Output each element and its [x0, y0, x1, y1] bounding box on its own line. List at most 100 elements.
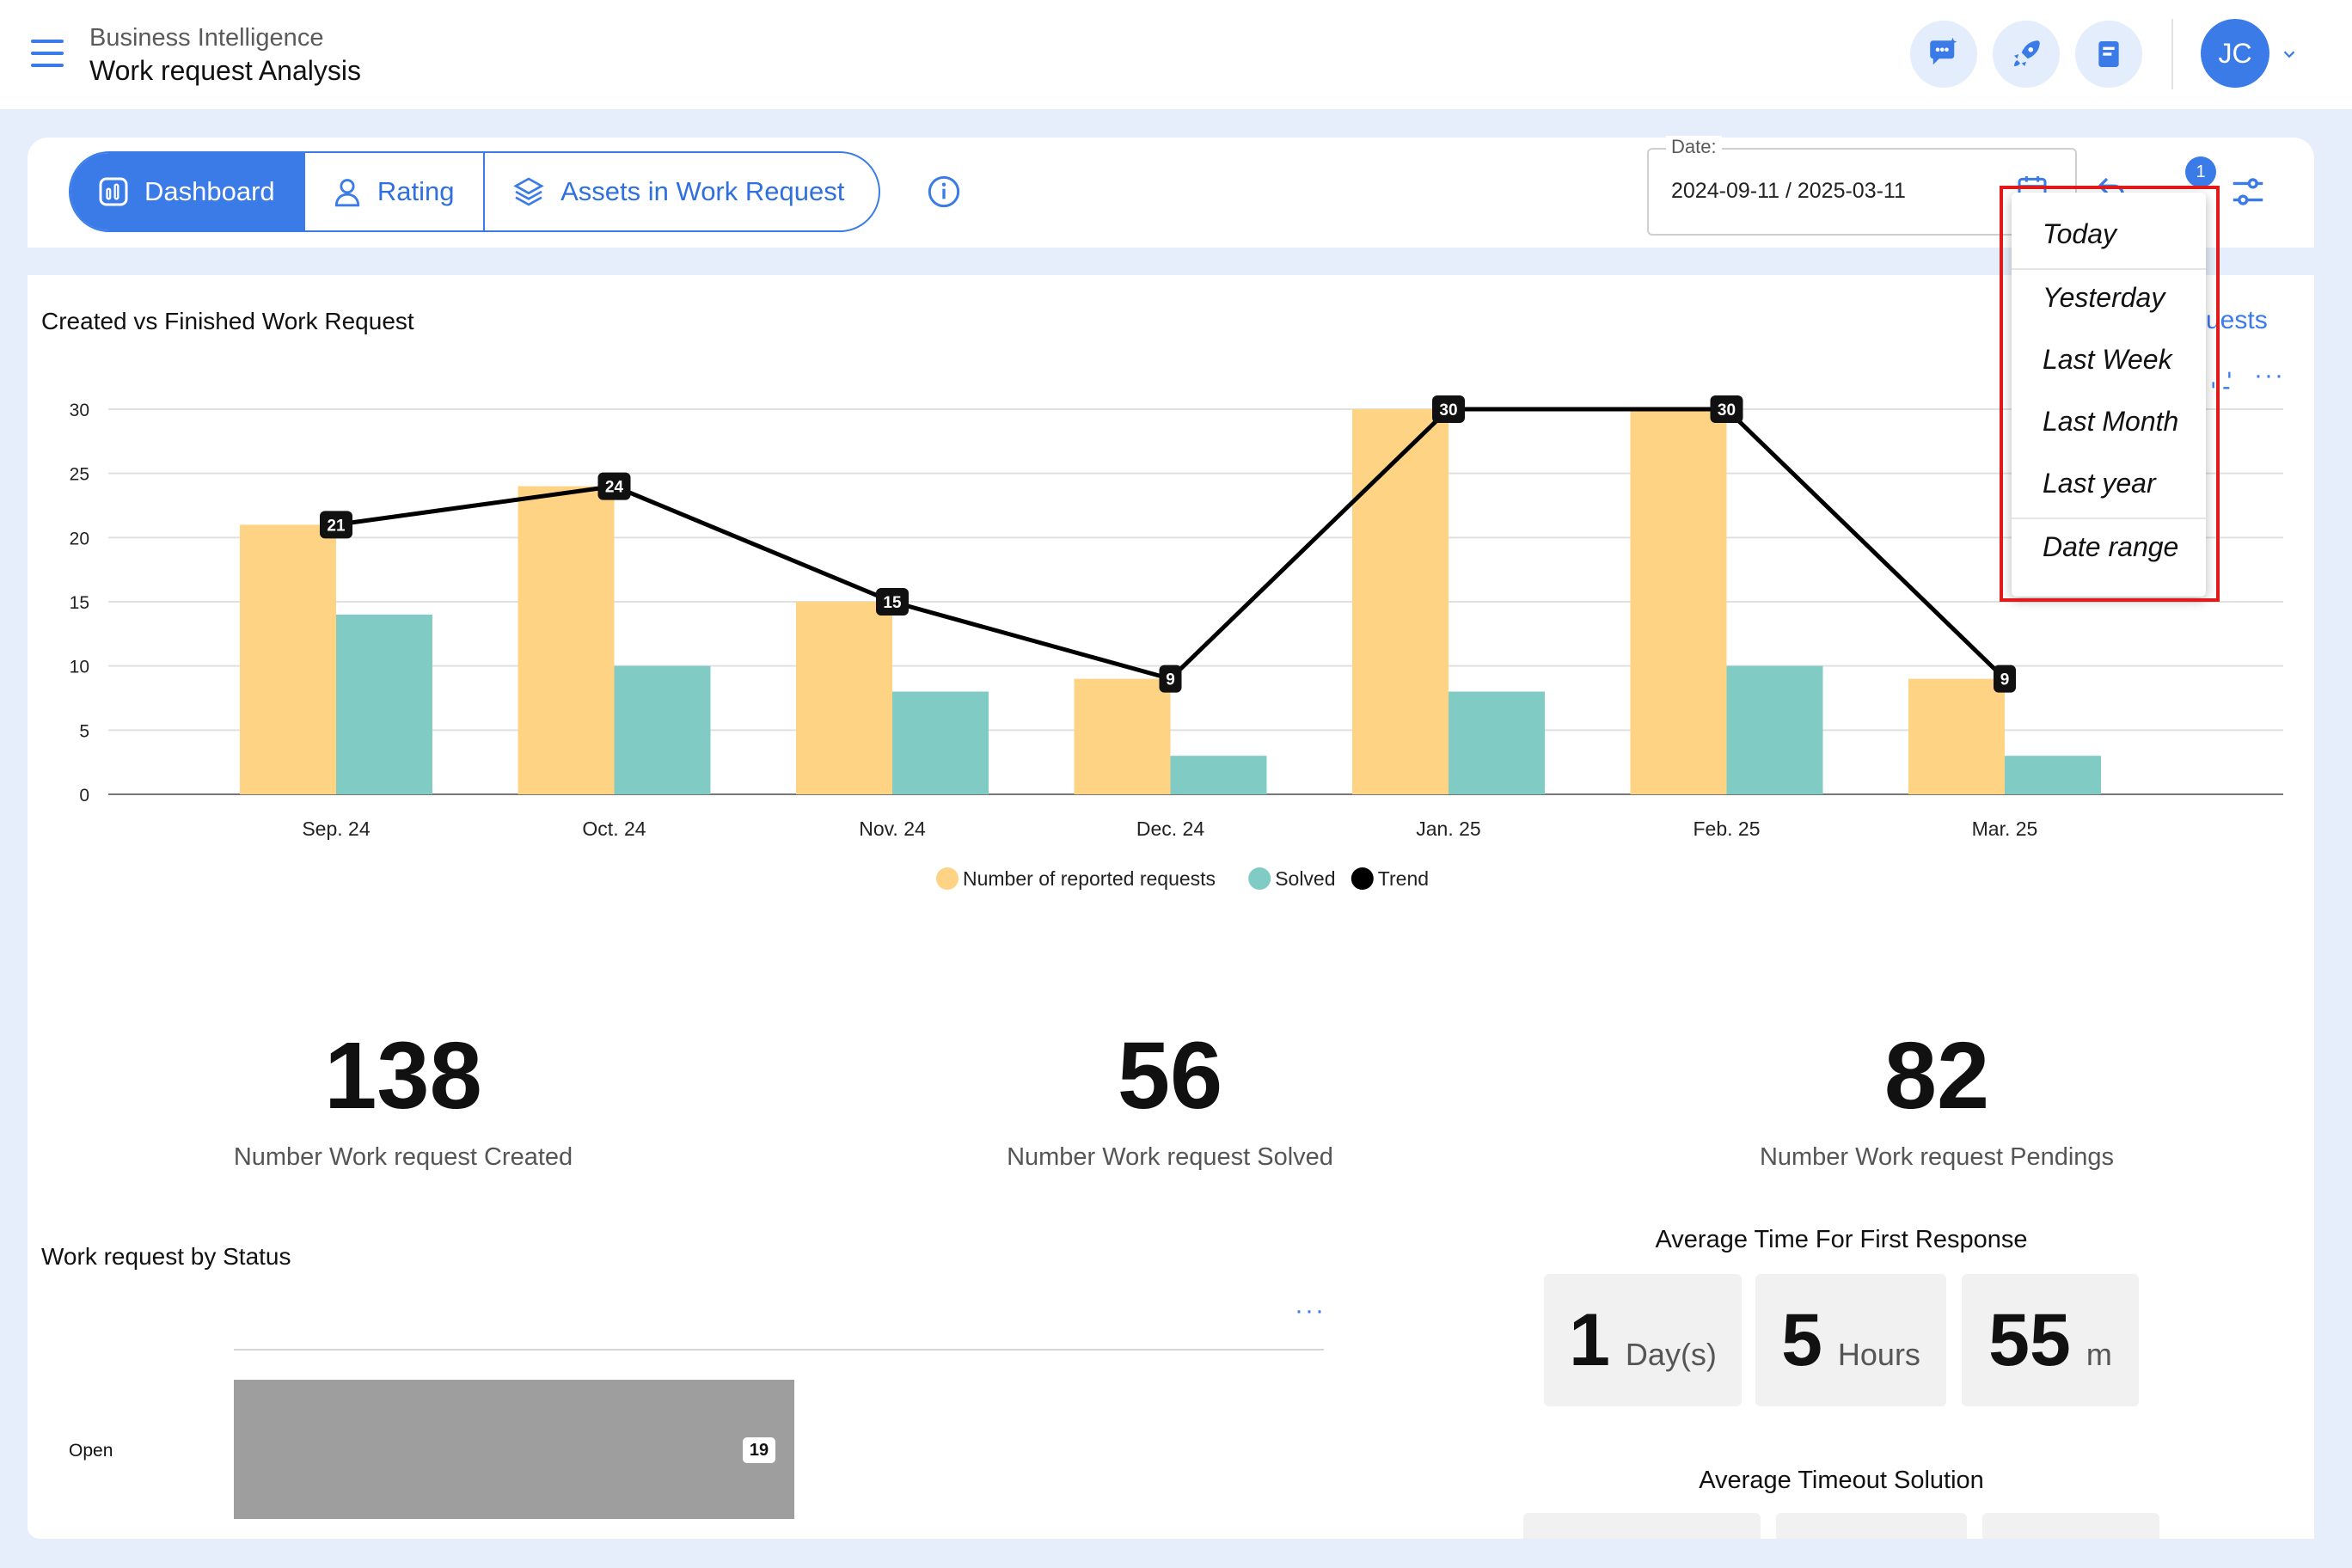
tab-assets[interactable]: Assets in Work Request — [485, 153, 879, 230]
status-bar-value: 19 — [743, 1437, 775, 1463]
timeout-days-box — [1523, 1513, 1761, 1539]
minutes-box: 55 m — [1962, 1274, 2139, 1406]
menu-item-today[interactable]: Today — [2043, 218, 2116, 249]
app-subtitle: Business Intelligence — [89, 24, 324, 52]
tab-label: Dashboard — [144, 176, 275, 206]
y-tick-label: 10 — [70, 658, 89, 677]
bar-reported — [1352, 409, 1449, 794]
days-value: 1 — [1569, 1299, 1610, 1381]
tab-dashboard[interactable]: Dashboard — [70, 153, 305, 230]
trend-label-bg — [1159, 665, 1182, 693]
date-value[interactable]: 2024-09-11 / 2025-03-11 — [1671, 179, 1906, 203]
kpi-solved-card: 56 Number Work request Solved — [794, 946, 1546, 1195]
status-category-label: Open — [69, 1441, 113, 1461]
trend-label-bg — [320, 511, 352, 539]
kpi-pending-card: 82 Number Work request Pendings — [1561, 946, 2312, 1195]
avatar[interactable]: JC — [2201, 19, 2269, 88]
expand-icon[interactable] — [2209, 368, 2233, 392]
x-tick-label: Nov. 24 — [859, 818, 926, 840]
menu-item-last-week[interactable]: Last Week — [2043, 344, 2172, 375]
trend-label-bg — [1994, 665, 2016, 693]
top-bar: Business Intelligence Work request Analy… — [0, 0, 2352, 109]
date-preset-menu: Today Yesterday Last Week Last Month Las… — [2012, 193, 2206, 597]
x-tick-label: Jan. 25 — [1416, 818, 1480, 840]
view-tabs: Dashboard Rating Assets in Work Request — [69, 151, 880, 232]
status-axis-line — [234, 1349, 1324, 1351]
trend-data-label: 21 — [327, 517, 346, 535]
filter-count-badge: 1 — [2185, 156, 2216, 187]
kpi-label: Number Work request Pendings — [1759, 1143, 2115, 1171]
legend-label: Trend — [1378, 867, 1429, 890]
chevron-down-icon[interactable] — [2280, 45, 2299, 64]
trend-data-label: 15 — [883, 594, 902, 612]
highlight-box — [2000, 186, 2220, 602]
x-tick-label: Feb. 25 — [1694, 818, 1761, 840]
rocket-icon[interactable] — [1993, 21, 2060, 88]
x-tick-label: Sep. 24 — [302, 818, 370, 840]
timeout-title: Average Timeout Solution — [1699, 1467, 1984, 1494]
trend-data-label: 30 — [1718, 401, 1736, 420]
legend-label: Number of reported requests — [963, 867, 1216, 890]
hours-unit: Hours — [1837, 1337, 1920, 1372]
y-tick-label: 0 — [79, 786, 89, 805]
bar-reported — [240, 524, 336, 794]
tab-rating[interactable]: Rating — [305, 153, 486, 230]
bar-solved — [614, 665, 711, 794]
kpi-value: 82 — [1883, 1023, 1990, 1129]
minutes-value: 55 — [1988, 1299, 2071, 1381]
x-tick-label: Oct. 24 — [582, 818, 646, 840]
legend-swatch — [936, 867, 959, 890]
status-more-menu[interactable]: ··· — [1295, 1296, 1326, 1325]
tab-label: Rating — [377, 176, 455, 206]
y-tick-label: 5 — [79, 721, 89, 741]
chart-link[interactable]: uests — [2206, 306, 2268, 334]
menu-item-last-year[interactable]: Last year — [2043, 468, 2156, 499]
chart-more-menu[interactable]: ··· — [2254, 361, 2285, 389]
bar-reported — [518, 486, 615, 794]
filter-settings-icon[interactable] — [2228, 172, 2268, 211]
menu-item-last-month[interactable]: Last Month — [2043, 406, 2179, 437]
user-icon — [334, 179, 359, 207]
toolbar-divider — [2171, 19, 2173, 89]
menu-icon[interactable] — [31, 40, 64, 69]
section-divider — [28, 248, 2314, 275]
bar-solved — [2005, 756, 2101, 794]
kpi-value: 138 — [324, 1023, 482, 1129]
bar-reported — [796, 602, 892, 794]
chart-card — [28, 275, 2314, 932]
kpi-created-card: 138 Number Work request Created — [28, 946, 779, 1195]
trend-data-label: 30 — [1439, 401, 1457, 420]
bar-solved — [892, 691, 989, 794]
status-bar-open[interactable] — [234, 1380, 794, 1519]
kpi-value: 56 — [1117, 1023, 1223, 1129]
info-icon[interactable] — [927, 175, 961, 209]
bar-reported — [1908, 678, 2005, 794]
kpi-label: Number Work request Created — [233, 1143, 573, 1171]
date-field[interactable] — [1647, 148, 2077, 236]
status-title: Work request by Status — [41, 1243, 291, 1270]
trend-data-label: 9 — [2000, 671, 2010, 689]
x-tick-label: Dec. 24 — [1136, 818, 1204, 840]
chat-sparkle-icon[interactable] — [1910, 21, 1977, 88]
menu-item-date-range[interactable]: Date range — [2043, 531, 2179, 562]
date-label: Date: — [1666, 136, 1722, 158]
trend-data-label: 9 — [1166, 671, 1175, 689]
x-tick-label: Mar. 25 — [1972, 818, 2038, 840]
work-request-chart: 0 5 10 15 20 25 30 Sep. 24 Oct. 24 Nov. 24 Dec. 24… — [70, 395, 2283, 890]
bar-solved — [1170, 756, 1267, 794]
trend-label-bg — [597, 472, 631, 500]
y-tick-label: 20 — [70, 529, 89, 548]
y-tick-label: 15 — [70, 593, 89, 613]
bar-solved — [1449, 691, 1545, 794]
kpi-label: Number Work request Solved — [1007, 1143, 1333, 1171]
trend-label-bg — [1432, 395, 1465, 423]
tab-label: Assets in Work Request — [560, 176, 845, 206]
menu-item-yesterday[interactable]: Yesterday — [2043, 282, 2165, 313]
bar-solved — [336, 614, 432, 794]
bar-solved — [1726, 665, 1823, 794]
book-icon[interactable] — [2075, 21, 2142, 88]
chart-title: Created vs Finished Work Request — [41, 308, 414, 334]
y-tick-label: 25 — [70, 465, 89, 485]
timeout-minutes-box — [1982, 1513, 2159, 1539]
bar-reported — [1630, 409, 1727, 794]
